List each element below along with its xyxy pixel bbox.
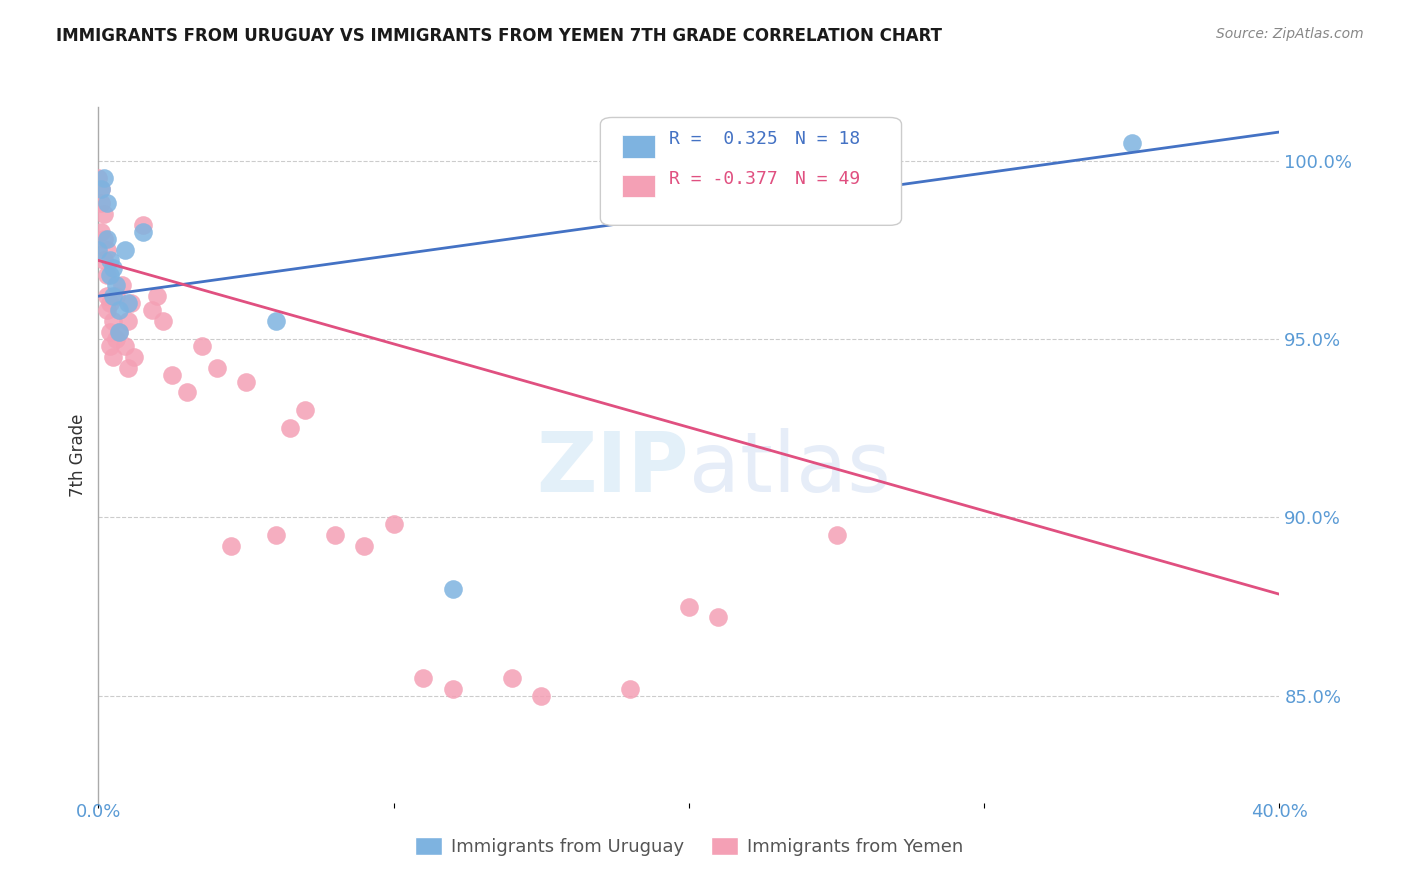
Point <box>103 289 125 303</box>
Point <box>90 196 112 211</box>
Point <box>111 278 134 293</box>
Point <box>117 314 139 328</box>
Text: 0.0%: 0.0% <box>76 803 121 821</box>
Text: N = 18: N = 18 <box>796 130 860 148</box>
Point <box>353 539 375 553</box>
Point <box>278 421 302 435</box>
Point <box>382 517 405 532</box>
Point <box>96 232 118 246</box>
Point <box>825 528 848 542</box>
Legend: Immigrants from Uruguay, Immigrants from Yemen: Immigrants from Uruguay, Immigrants from… <box>408 830 970 863</box>
Point <box>122 350 145 364</box>
Point <box>501 671 523 685</box>
Point <box>93 207 115 221</box>
Point <box>108 325 131 339</box>
Point <box>678 599 700 614</box>
Text: IMMIGRANTS FROM URUGUAY VS IMMIGRANTS FROM YEMEN 7TH GRADE CORRELATION CHART: IMMIGRANTS FROM URUGUAY VS IMMIGRANTS FR… <box>56 27 942 45</box>
Point <box>108 303 131 318</box>
Point <box>176 385 198 400</box>
Point <box>117 296 139 310</box>
Point <box>162 368 183 382</box>
Point <box>105 289 128 303</box>
Point <box>141 303 163 318</box>
Point <box>146 289 169 303</box>
Text: Source: ZipAtlas.com: Source: ZipAtlas.com <box>1216 27 1364 41</box>
Point <box>96 303 118 318</box>
Point <box>98 253 121 268</box>
Point <box>264 314 287 328</box>
Text: N = 49: N = 49 <box>796 169 860 187</box>
Point <box>132 225 155 239</box>
Point <box>98 268 121 282</box>
Point <box>152 314 174 328</box>
Point <box>441 582 464 596</box>
Point <box>1121 136 1143 150</box>
Text: R =  0.325: R = 0.325 <box>669 130 778 148</box>
Point <box>105 278 128 293</box>
Point <box>93 253 115 268</box>
Point <box>103 260 125 275</box>
Point <box>108 325 131 339</box>
Point <box>219 539 242 553</box>
Point <box>87 171 110 186</box>
Text: R = -0.377: R = -0.377 <box>669 169 778 187</box>
Point <box>264 528 287 542</box>
Point <box>93 171 115 186</box>
Point <box>98 339 121 353</box>
Point <box>90 225 112 239</box>
Point <box>323 528 346 542</box>
Point <box>120 296 142 310</box>
Text: 40.0%: 40.0% <box>1251 803 1308 821</box>
Point <box>96 289 118 303</box>
Point <box>117 360 139 375</box>
Point <box>98 325 121 339</box>
Point <box>87 243 110 257</box>
Point <box>90 182 112 196</box>
Point <box>441 681 464 696</box>
Point <box>707 610 730 624</box>
Point <box>132 218 155 232</box>
Point <box>93 232 115 246</box>
Text: atlas: atlas <box>689 428 890 509</box>
Bar <box>621 175 655 197</box>
Point <box>96 268 118 282</box>
Point <box>114 339 136 353</box>
Point <box>412 671 434 685</box>
Point <box>96 243 118 257</box>
Point <box>105 332 128 346</box>
Point <box>114 243 136 257</box>
Bar <box>621 135 655 158</box>
Point <box>98 296 121 310</box>
Point <box>205 360 228 375</box>
Point <box>530 689 553 703</box>
Point <box>96 196 118 211</box>
Point <box>619 681 641 696</box>
Text: ZIP: ZIP <box>537 428 689 509</box>
FancyBboxPatch shape <box>600 118 901 226</box>
Point <box>90 182 112 196</box>
Point <box>103 314 125 328</box>
Point <box>103 350 125 364</box>
Y-axis label: 7th Grade: 7th Grade <box>69 413 87 497</box>
Point <box>235 375 257 389</box>
Point <box>191 339 214 353</box>
Point <box>294 403 316 417</box>
